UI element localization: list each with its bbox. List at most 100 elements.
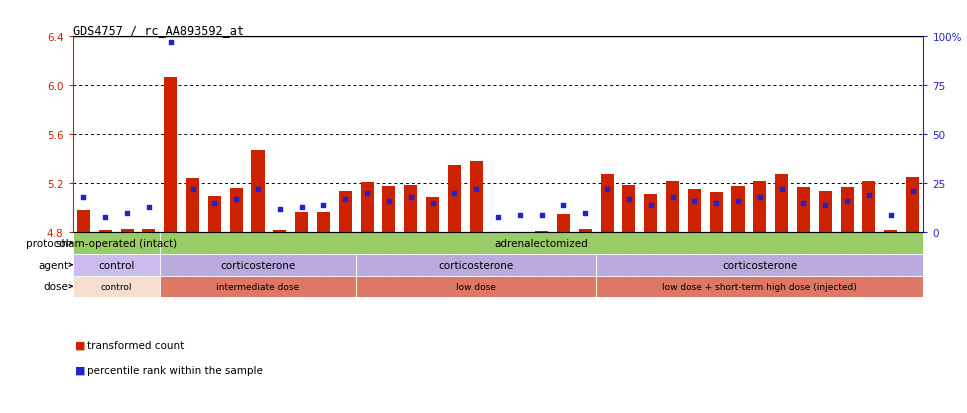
- Point: [643, 202, 659, 209]
- Point: [556, 202, 571, 209]
- Point: [272, 206, 287, 213]
- Text: low dose + short-term high dose (injected): low dose + short-term high dose (injecte…: [662, 282, 858, 291]
- Bar: [142, 229, 156, 233]
- Bar: [356, 276, 597, 297]
- Bar: [623, 185, 635, 233]
- Text: low dose: low dose: [456, 282, 496, 291]
- Point: [730, 198, 746, 205]
- Point: [905, 188, 921, 195]
- Point: [796, 200, 811, 207]
- Text: ■: ■: [75, 340, 86, 350]
- Point: [228, 196, 244, 203]
- Bar: [160, 233, 923, 254]
- Bar: [906, 178, 919, 233]
- Point: [577, 210, 593, 216]
- Text: dose: dose: [44, 282, 69, 292]
- Bar: [535, 232, 548, 233]
- Point: [774, 186, 789, 193]
- Point: [534, 212, 549, 218]
- Bar: [361, 183, 373, 233]
- Bar: [73, 276, 160, 297]
- Point: [381, 198, 396, 205]
- Bar: [776, 174, 788, 233]
- Text: ■: ■: [75, 365, 86, 375]
- Bar: [557, 214, 570, 233]
- Text: control: control: [98, 260, 134, 270]
- Point: [98, 214, 113, 221]
- Bar: [186, 179, 199, 233]
- Point: [468, 186, 484, 193]
- Point: [600, 186, 615, 193]
- Bar: [295, 212, 308, 233]
- Bar: [840, 188, 854, 233]
- Bar: [77, 211, 90, 233]
- Bar: [160, 254, 356, 276]
- Bar: [688, 190, 701, 233]
- Point: [163, 40, 179, 46]
- Bar: [597, 254, 923, 276]
- Bar: [99, 230, 112, 233]
- Text: corticosterone: corticosterone: [220, 260, 296, 270]
- Bar: [338, 191, 352, 233]
- Bar: [73, 233, 160, 254]
- Point: [883, 212, 898, 218]
- Point: [207, 200, 222, 207]
- Bar: [731, 186, 745, 233]
- Text: sham-operated (intact): sham-operated (intact): [55, 239, 177, 249]
- Point: [119, 210, 134, 216]
- Text: control: control: [101, 282, 132, 291]
- Point: [250, 186, 266, 193]
- Text: adrenalectomized: adrenalectomized: [495, 239, 589, 249]
- Bar: [863, 181, 875, 233]
- Point: [687, 198, 702, 205]
- Bar: [797, 188, 810, 233]
- Text: protocol: protocol: [25, 239, 69, 249]
- Text: percentile rank within the sample: percentile rank within the sample: [87, 365, 263, 375]
- Bar: [229, 189, 243, 233]
- Text: corticosterone: corticosterone: [439, 260, 513, 270]
- Text: intermediate dose: intermediate dose: [217, 282, 300, 291]
- Bar: [426, 197, 439, 233]
- Bar: [601, 174, 614, 233]
- Bar: [356, 254, 597, 276]
- Point: [862, 192, 877, 199]
- Text: corticosterone: corticosterone: [722, 260, 798, 270]
- Point: [294, 204, 309, 211]
- Bar: [666, 181, 679, 233]
- Point: [513, 212, 528, 218]
- Point: [447, 190, 462, 197]
- Bar: [884, 230, 897, 233]
- Text: GDS4757 / rc_AA893592_at: GDS4757 / rc_AA893592_at: [73, 24, 244, 37]
- Bar: [597, 276, 923, 297]
- Point: [665, 194, 681, 201]
- Point: [360, 190, 375, 197]
- Text: agent: agent: [38, 260, 69, 270]
- Point: [425, 200, 440, 207]
- Point: [141, 204, 157, 211]
- Bar: [753, 181, 767, 233]
- Point: [709, 200, 724, 207]
- Point: [752, 194, 768, 201]
- Bar: [644, 195, 658, 233]
- Bar: [274, 230, 286, 233]
- Bar: [73, 254, 160, 276]
- Point: [621, 196, 636, 203]
- Bar: [710, 192, 722, 233]
- Text: transformed count: transformed count: [87, 340, 185, 350]
- Point: [403, 194, 419, 201]
- Bar: [164, 78, 177, 233]
- Point: [315, 202, 331, 209]
- Point: [185, 186, 200, 193]
- Bar: [382, 186, 396, 233]
- Bar: [448, 166, 461, 233]
- Bar: [208, 196, 220, 233]
- Bar: [470, 162, 483, 233]
- Bar: [317, 212, 330, 233]
- Bar: [404, 185, 418, 233]
- Point: [839, 198, 855, 205]
- Point: [817, 202, 833, 209]
- Point: [337, 196, 353, 203]
- Bar: [121, 229, 133, 233]
- Bar: [578, 229, 592, 233]
- Point: [490, 214, 506, 221]
